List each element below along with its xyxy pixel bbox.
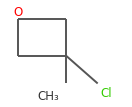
Text: Cl: Cl [100,87,112,100]
Text: O: O [14,6,23,19]
Text: CH₃: CH₃ [37,90,59,103]
